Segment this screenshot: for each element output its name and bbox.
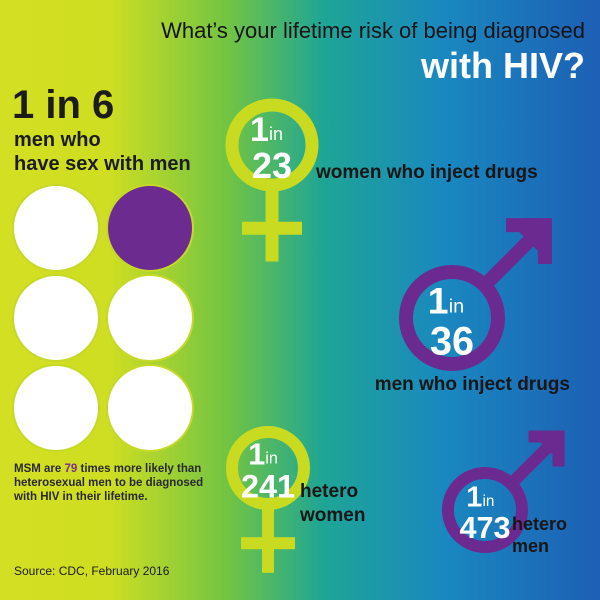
group-label: hetero bbox=[300, 481, 358, 502]
male-arrow-head bbox=[528, 430, 565, 467]
risk-one: 1 bbox=[250, 111, 269, 149]
msm-label: have sex with men bbox=[14, 153, 191, 175]
male-ring bbox=[399, 265, 505, 371]
female-bar bbox=[241, 537, 295, 550]
female-bar bbox=[242, 221, 302, 235]
group-label: men who inject drugs bbox=[375, 374, 570, 395]
dot bbox=[12, 364, 100, 452]
note-number: 79 bbox=[64, 463, 78, 475]
risk-number: 36 bbox=[430, 319, 474, 363]
group-label: hetero bbox=[512, 514, 567, 534]
risk-in: in bbox=[482, 493, 494, 510]
risk-in: in bbox=[265, 450, 278, 468]
note-text: times more likely than heterosexual men … bbox=[14, 463, 204, 503]
risk-one: 1 bbox=[248, 437, 265, 471]
msm-risk: 1 in 6 bbox=[12, 83, 114, 127]
risk-in: in bbox=[449, 296, 464, 318]
dot-highlight bbox=[106, 184, 194, 272]
note: MSM are 79 times more likely than hetero… bbox=[14, 462, 214, 504]
risk-dots bbox=[12, 184, 194, 452]
female-ring bbox=[225, 98, 319, 192]
risk-one: 1 bbox=[428, 280, 449, 322]
dot bbox=[106, 274, 194, 362]
title-line1: What’s your lifetime risk of being diagn… bbox=[161, 18, 585, 43]
group-label: women bbox=[299, 505, 365, 526]
group-label: men bbox=[512, 536, 549, 556]
dot bbox=[12, 274, 100, 362]
risk-number: 241 bbox=[241, 469, 295, 505]
title-line2: with HIV? bbox=[420, 45, 585, 86]
female-ring bbox=[226, 426, 310, 510]
male-arrow-head bbox=[506, 218, 552, 264]
group-label: women who inject drugs bbox=[315, 162, 538, 183]
msm-label: men who bbox=[14, 129, 101, 151]
dot bbox=[106, 364, 194, 452]
source: Source: CDC, February 2016 bbox=[14, 564, 170, 578]
risk-number: 473 bbox=[459, 511, 510, 545]
dot bbox=[12, 184, 100, 272]
risk-number: 23 bbox=[252, 145, 292, 186]
note-text: MSM are bbox=[14, 463, 62, 475]
risk-in: in bbox=[269, 124, 283, 144]
risk-one: 1 bbox=[466, 482, 482, 514]
male-ring bbox=[442, 467, 528, 553]
